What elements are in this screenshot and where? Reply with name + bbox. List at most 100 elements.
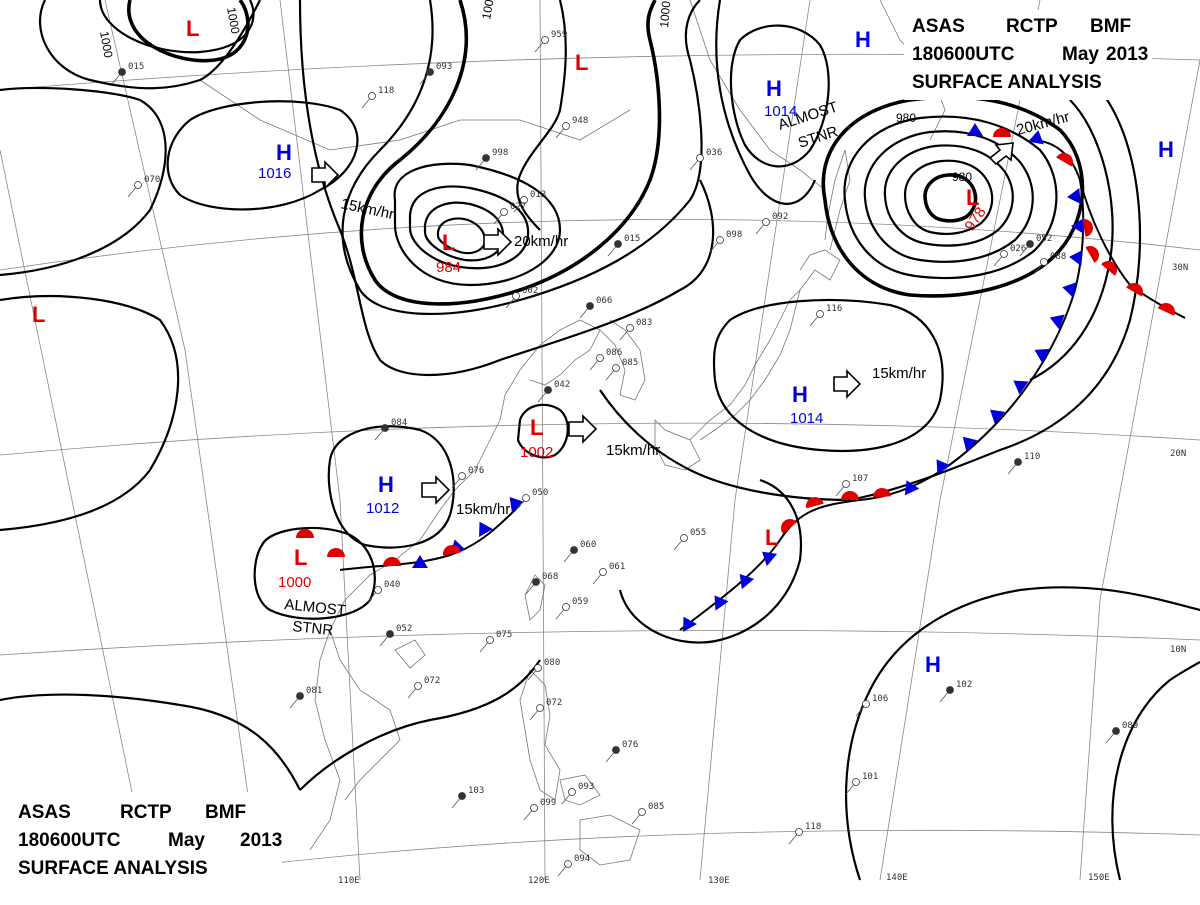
- station-circle: [544, 386, 552, 394]
- station-plot: 015: [607, 234, 640, 257]
- lat-line: [139, 829, 1200, 881]
- title-background: [12, 792, 282, 888]
- lat-label: 30N: [1172, 263, 1188, 273]
- isobar: [843, 115, 1058, 280]
- station-pressure: 076: [622, 740, 638, 750]
- lon-label: 120E: [528, 876, 550, 886]
- station-pressure: 066: [596, 296, 612, 306]
- station-plot: 066: [579, 296, 612, 319]
- station-pressure: 099: [540, 798, 556, 808]
- station-plot: 094: [557, 854, 590, 877]
- station-circle: [716, 236, 724, 244]
- station-plot: 948: [555, 116, 588, 139]
- station-circle: [414, 682, 422, 690]
- warm-front-semicircle: [443, 545, 461, 556]
- station-pressure: 050: [532, 488, 548, 498]
- isobar: [0, 86, 167, 277]
- isobar: [0, 693, 301, 791]
- title-year: 2013: [240, 830, 282, 851]
- lat-line-10n: [0, 629, 1200, 656]
- motion-arrow: [421, 475, 451, 505]
- station-plot: 015: [111, 62, 144, 85]
- isobar: [715, 0, 817, 205]
- hainan: [394, 639, 426, 669]
- vietnam-coast: [309, 629, 341, 851]
- isobar: [423, 201, 505, 262]
- cold-front-triangle: [1034, 348, 1050, 364]
- station-circle: [852, 778, 860, 786]
- cold-front-triangle: [1049, 314, 1065, 330]
- station-circle: [586, 302, 594, 310]
- cold-front-triangle: [1062, 282, 1077, 298]
- low-symbol: L: [32, 302, 45, 327]
- isobar: [849, 89, 1142, 502]
- low-pressure-value: 984: [436, 259, 461, 276]
- station-plot: 093: [561, 782, 594, 805]
- station-plot: 116: [809, 304, 842, 327]
- korea-peninsula: [599, 319, 646, 401]
- high-pressure-value: 1014: [764, 103, 797, 120]
- station-circle: [368, 92, 376, 100]
- station-pressure: 948: [572, 116, 588, 126]
- fronts: [296, 123, 1186, 632]
- isobar: [618, 478, 802, 644]
- high-symbol: H: [792, 382, 808, 407]
- cold-front-triangle: [683, 616, 697, 632]
- low-symbol: L: [575, 50, 588, 75]
- front-main-line: [679, 139, 1085, 631]
- warm-front-semicircle: [873, 488, 891, 498]
- station-plot: 070: [127, 175, 160, 198]
- station-circle: [562, 122, 570, 130]
- isobar: [1111, 661, 1200, 881]
- station-pressure: 026: [1010, 244, 1026, 254]
- station-pressure: 959: [551, 30, 567, 40]
- isobars: [0, 0, 1200, 881]
- station-pressure: 084: [391, 418, 407, 428]
- station-plot: 085: [605, 358, 638, 381]
- station-pressure: 042: [554, 380, 570, 390]
- title-station: RCTP: [1006, 16, 1058, 37]
- station-pressure: 060: [580, 540, 596, 550]
- station-pressure: 013: [530, 190, 546, 200]
- station-circle: [486, 636, 494, 644]
- station-circle: [482, 154, 490, 162]
- station-pressure: 040: [384, 580, 400, 590]
- isobar: [341, 0, 703, 316]
- motion-arrow: [988, 142, 1014, 166]
- cold-front-triangle: [739, 574, 755, 590]
- title-month: May: [168, 830, 205, 851]
- lon-line-110e: [279, 0, 361, 881]
- title-year: 2013: [1106, 44, 1148, 65]
- title-agency: ASAS: [18, 802, 71, 823]
- station-pressure: 998: [492, 148, 508, 158]
- isobar-1016-ring: [166, 100, 359, 211]
- cold-front-triangle: [1013, 380, 1029, 395]
- station-circle: [599, 568, 607, 576]
- cold-front-triangle: [1071, 218, 1084, 234]
- isobar-980: [923, 173, 978, 223]
- station-pressure: 110: [1024, 452, 1040, 462]
- station-pressure: 102: [956, 680, 972, 690]
- front-west-line: [339, 504, 521, 571]
- station-plot: 118: [361, 86, 394, 109]
- isobar: [408, 185, 530, 270]
- station-plot: 042: [537, 380, 570, 403]
- station-plot: 998: [475, 148, 508, 171]
- speed-label: 20km/hr: [514, 233, 568, 250]
- station-plot: 099: [523, 798, 556, 821]
- station-circle: [568, 788, 576, 796]
- station-circle: [562, 603, 570, 611]
- china-coast: [329, 329, 561, 801]
- isobar-label-980: 980: [952, 170, 972, 184]
- low-symbol: L: [966, 185, 979, 210]
- motion-arrows: [311, 142, 1014, 505]
- station-circle: [612, 746, 620, 754]
- station-pressure: 072: [424, 676, 440, 686]
- high-pressure-value: 1014: [790, 410, 823, 427]
- station-plot: 083: [619, 318, 652, 341]
- station-plot: 080: [527, 658, 560, 681]
- isobar: [903, 159, 994, 235]
- station-plot: 050: [515, 488, 548, 511]
- station-pressure: 075: [496, 630, 512, 640]
- cold-front-triangle: [762, 551, 778, 567]
